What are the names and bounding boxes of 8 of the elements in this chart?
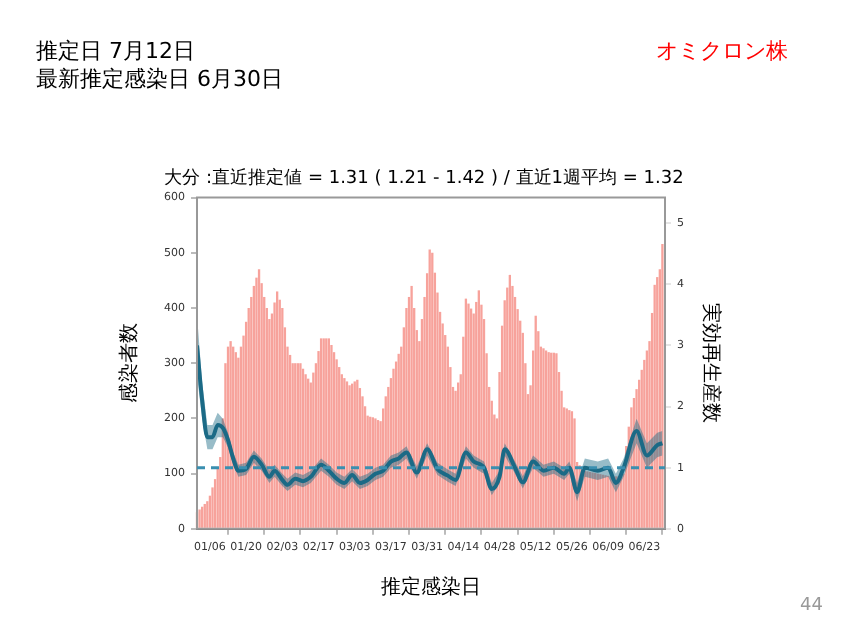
- y2-axis-title: 実効再生産数: [698, 303, 723, 424]
- text: 推定日 7月12日: [36, 36, 195, 66]
- x-axis-title: 推定感染日: [381, 575, 481, 600]
- text: 44: [800, 596, 823, 616]
- y-axis-title: 感染者数: [117, 323, 142, 404]
- text: 最新推定感染日 6月30日: [36, 64, 283, 94]
- chart-title: 大分 :直近推定値 = 1.31 ( 1.21 - 1.42 ) / 直近1週平均 = 1.32: [164, 167, 684, 190]
- text: オミクロン株: [656, 36, 788, 66]
